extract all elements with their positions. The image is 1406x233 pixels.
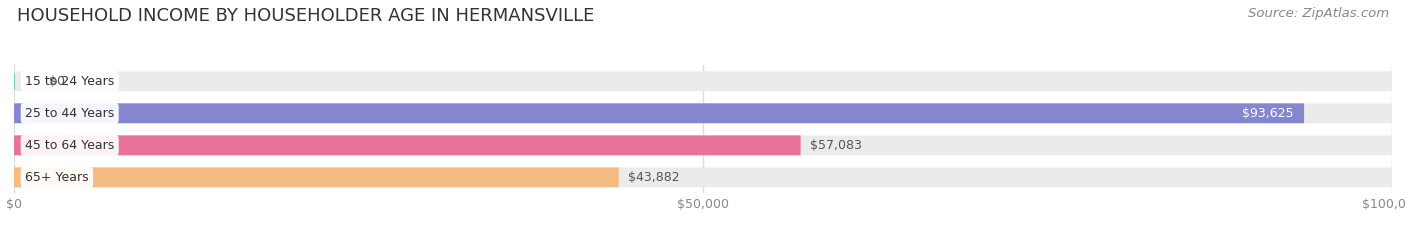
FancyBboxPatch shape (14, 135, 1392, 155)
Text: 25 to 44 Years: 25 to 44 Years (25, 107, 114, 120)
FancyBboxPatch shape (14, 103, 1392, 123)
Text: $0: $0 (48, 75, 65, 88)
Text: 15 to 24 Years: 15 to 24 Years (25, 75, 114, 88)
Text: 65+ Years: 65+ Years (25, 171, 89, 184)
FancyBboxPatch shape (14, 135, 800, 155)
Text: $93,625: $93,625 (1241, 107, 1294, 120)
Text: HOUSEHOLD INCOME BY HOUSEHOLDER AGE IN HERMANSVILLE: HOUSEHOLD INCOME BY HOUSEHOLDER AGE IN H… (17, 7, 595, 25)
FancyBboxPatch shape (14, 71, 1392, 91)
Text: $57,083: $57,083 (810, 139, 862, 152)
FancyBboxPatch shape (14, 168, 619, 187)
Text: $43,882: $43,882 (628, 171, 681, 184)
FancyBboxPatch shape (14, 103, 1305, 123)
FancyBboxPatch shape (14, 168, 1392, 187)
Text: 45 to 64 Years: 45 to 64 Years (25, 139, 114, 152)
Text: Source: ZipAtlas.com: Source: ZipAtlas.com (1249, 7, 1389, 20)
